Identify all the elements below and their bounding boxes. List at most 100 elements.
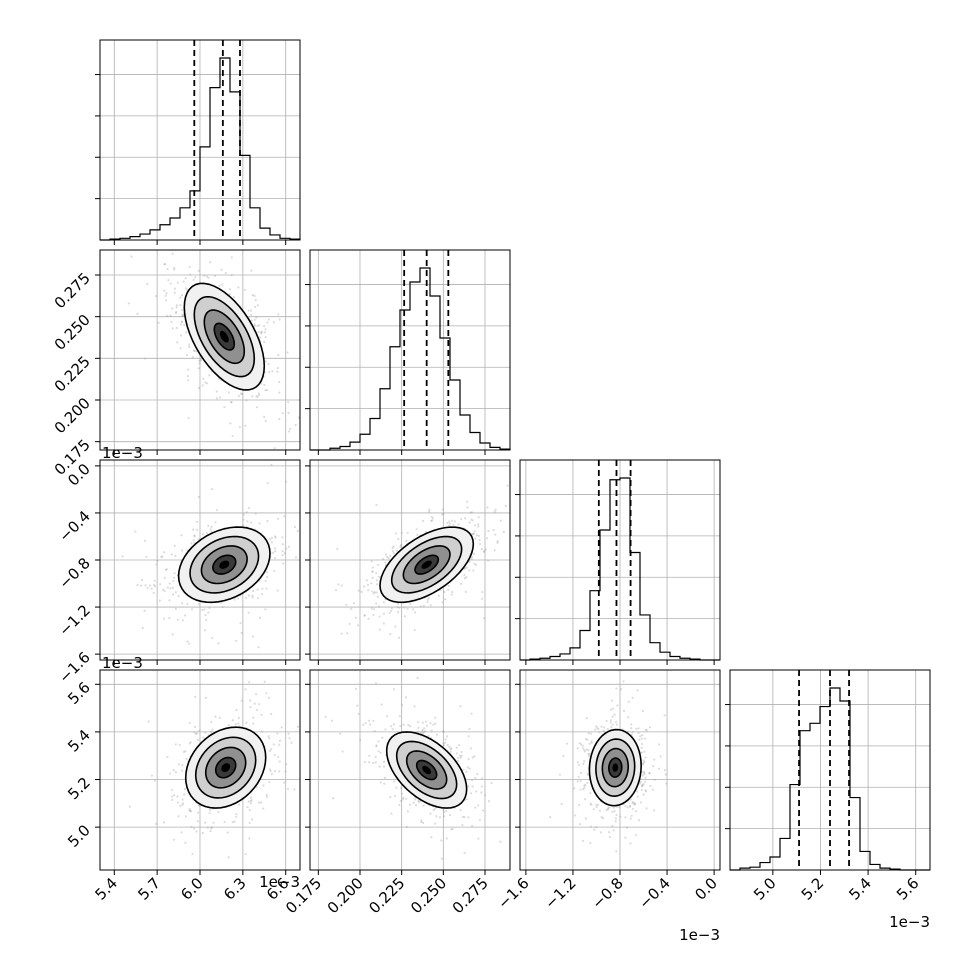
scatter-point <box>390 725 393 728</box>
scatter-point <box>273 446 276 450</box>
scatter-point <box>215 397 219 400</box>
density-fill <box>421 560 432 569</box>
scatter-point <box>167 279 170 282</box>
scatter-point <box>444 598 447 601</box>
scatter-point <box>486 506 489 509</box>
scatter-point <box>587 773 590 776</box>
scatter-point <box>658 743 661 746</box>
scatter-point <box>382 557 385 561</box>
scatter-point <box>261 587 264 590</box>
scatter-point <box>180 320 184 323</box>
scatter-point <box>267 735 270 738</box>
scatter-point <box>441 508 444 511</box>
scatter-point <box>189 809 192 813</box>
scatter-point <box>206 275 209 278</box>
scatter-point <box>396 602 400 605</box>
scatter-point <box>166 755 169 759</box>
scatter-point <box>265 587 268 590</box>
scatter-point <box>273 770 277 773</box>
scatter-point <box>188 345 191 349</box>
scatter-point <box>266 520 269 523</box>
scatter-point <box>201 831 204 835</box>
scatter-point <box>399 786 403 790</box>
scatter-point <box>197 269 200 272</box>
scatter-point <box>164 294 167 297</box>
scatter-point <box>187 379 190 382</box>
scatter-point <box>255 708 259 712</box>
scatter-point <box>593 828 596 831</box>
scatter-point <box>359 738 362 742</box>
scatter-point <box>218 396 222 399</box>
scatter-point <box>615 723 619 726</box>
scatter-point <box>268 780 271 784</box>
scatter-point <box>631 800 635 804</box>
scatter-point <box>442 512 445 516</box>
scatter-point <box>170 553 173 556</box>
scatter-point <box>197 603 200 606</box>
scatter-point <box>452 523 455 527</box>
scatter-point <box>471 756 474 759</box>
scatter-point <box>375 602 378 605</box>
scatter-point <box>256 395 259 398</box>
scatter-point <box>370 560 373 563</box>
scatter-point <box>193 534 196 537</box>
scatter-point <box>278 391 281 394</box>
histogram-step-line <box>730 687 930 871</box>
scatter-point <box>268 749 272 753</box>
scatter-point <box>197 804 200 807</box>
scatter-point <box>378 615 381 618</box>
scatter-point <box>401 798 405 801</box>
scatter-point <box>191 355 194 358</box>
scatter-point <box>594 728 597 731</box>
scatter-point <box>273 753 276 757</box>
scatter-point <box>237 597 240 600</box>
panel-body <box>334 484 509 639</box>
scatter-point <box>162 617 166 620</box>
scatter-point <box>139 584 143 587</box>
scatter-point <box>174 311 177 315</box>
scatter-point <box>261 730 264 733</box>
scatter-point <box>264 360 267 363</box>
scatter-point <box>204 731 207 734</box>
scatter-point <box>475 534 478 537</box>
scatter-point <box>356 624 360 627</box>
scatter-point <box>253 324 256 328</box>
scatter-point <box>448 814 452 817</box>
scatter-point <box>181 315 184 318</box>
histogram-panel-p1 <box>305 249 511 455</box>
scatter-point <box>631 801 634 805</box>
scatter-point <box>596 726 599 729</box>
scatter-point <box>644 756 647 759</box>
scatter-point <box>334 589 338 592</box>
scatter-point <box>578 742 581 745</box>
scatter-point <box>630 733 633 736</box>
scatter-point <box>249 521 253 524</box>
scatter-point <box>235 709 238 712</box>
scatter-point <box>237 722 240 725</box>
scatter-point <box>240 699 243 702</box>
scatter-point <box>494 508 497 512</box>
scatter-point <box>201 384 204 387</box>
scatter-point <box>249 309 253 312</box>
scatter-point <box>214 274 217 277</box>
scatter-point <box>406 531 409 534</box>
scatter-point <box>265 575 269 579</box>
scatter-point <box>201 533 205 536</box>
scatter-point <box>406 810 409 813</box>
scatter-point <box>253 305 257 309</box>
scatter-point <box>208 811 211 815</box>
scatter-point <box>431 517 434 520</box>
scatter-point <box>168 599 171 602</box>
scatter-point <box>242 518 245 521</box>
scatter-point <box>469 511 472 514</box>
scatter-point <box>494 533 497 536</box>
scatter-point <box>166 586 169 589</box>
scatter-point <box>574 814 577 817</box>
scatter-point <box>202 736 205 739</box>
scatter-point <box>396 610 400 614</box>
scatter-point <box>339 732 342 735</box>
scatter-point <box>391 727 394 731</box>
scatter-point <box>376 595 379 598</box>
scatter-point <box>583 750 587 753</box>
scatter-point <box>372 719 375 723</box>
